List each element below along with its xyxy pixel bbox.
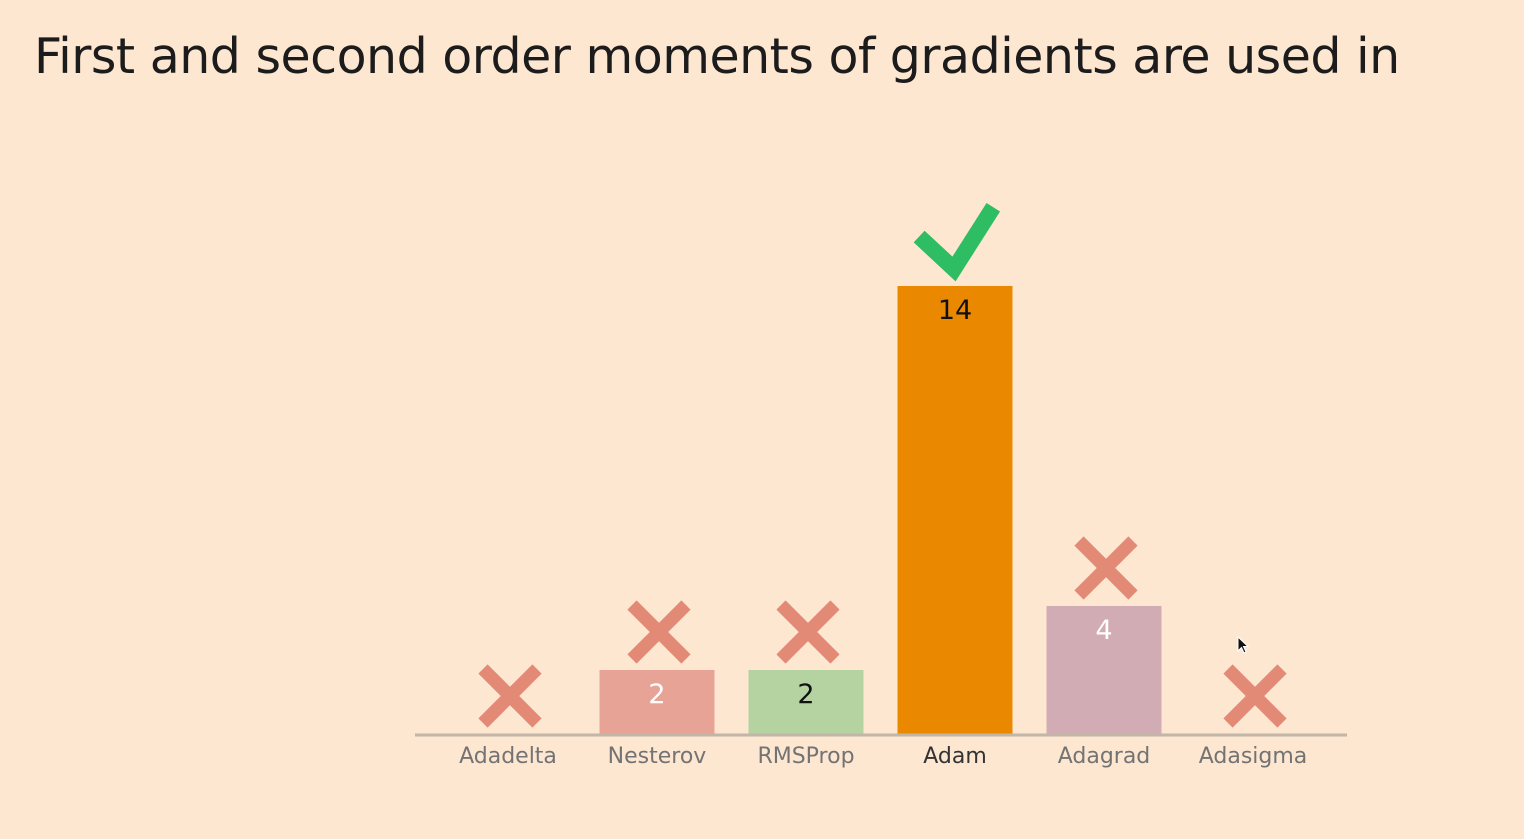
bar-nesterov — [599, 670, 715, 734]
wrong-cross-icon — [1223, 664, 1287, 728]
category-label-rmsprop: RMSProp — [757, 744, 854, 769]
answer-marks-layer — [478, 202, 1287, 728]
category-label-adasigma: Adasigma — [1199, 744, 1308, 769]
category-label-adagrad: Adagrad — [1058, 744, 1151, 769]
bar-adagrad — [1046, 606, 1162, 734]
mouse-cursor-icon — [1237, 636, 1250, 654]
labels-layer: Adadelta 2 Nesterov 2 RMSProp 14 Adam 4 Adagrad A… — [459, 295, 1307, 769]
wrong-cross-icon — [1074, 536, 1138, 600]
wrong-cross-icon — [478, 664, 542, 728]
category-label-nesterov: Nesterov — [608, 744, 707, 769]
bar-rmsprop — [748, 670, 864, 734]
category-label-adam: Adam — [923, 744, 987, 769]
correct-check-icon — [913, 202, 1001, 282]
bar-value-label-adam: 14 — [938, 295, 972, 326]
bar-value-label-adagrad: 4 — [1095, 615, 1112, 646]
bars-layer — [599, 286, 1162, 734]
bar-value-label-nesterov: 2 — [648, 679, 665, 710]
bar-adam — [897, 286, 1013, 734]
wrong-cross-icon — [627, 600, 691, 664]
bar-value-label-rmsprop: 2 — [797, 679, 814, 710]
category-label-adadelta: Adadelta — [459, 744, 557, 769]
wrong-cross-icon — [776, 600, 840, 664]
page-title: First and second order moments of gradie… — [34, 28, 1400, 85]
